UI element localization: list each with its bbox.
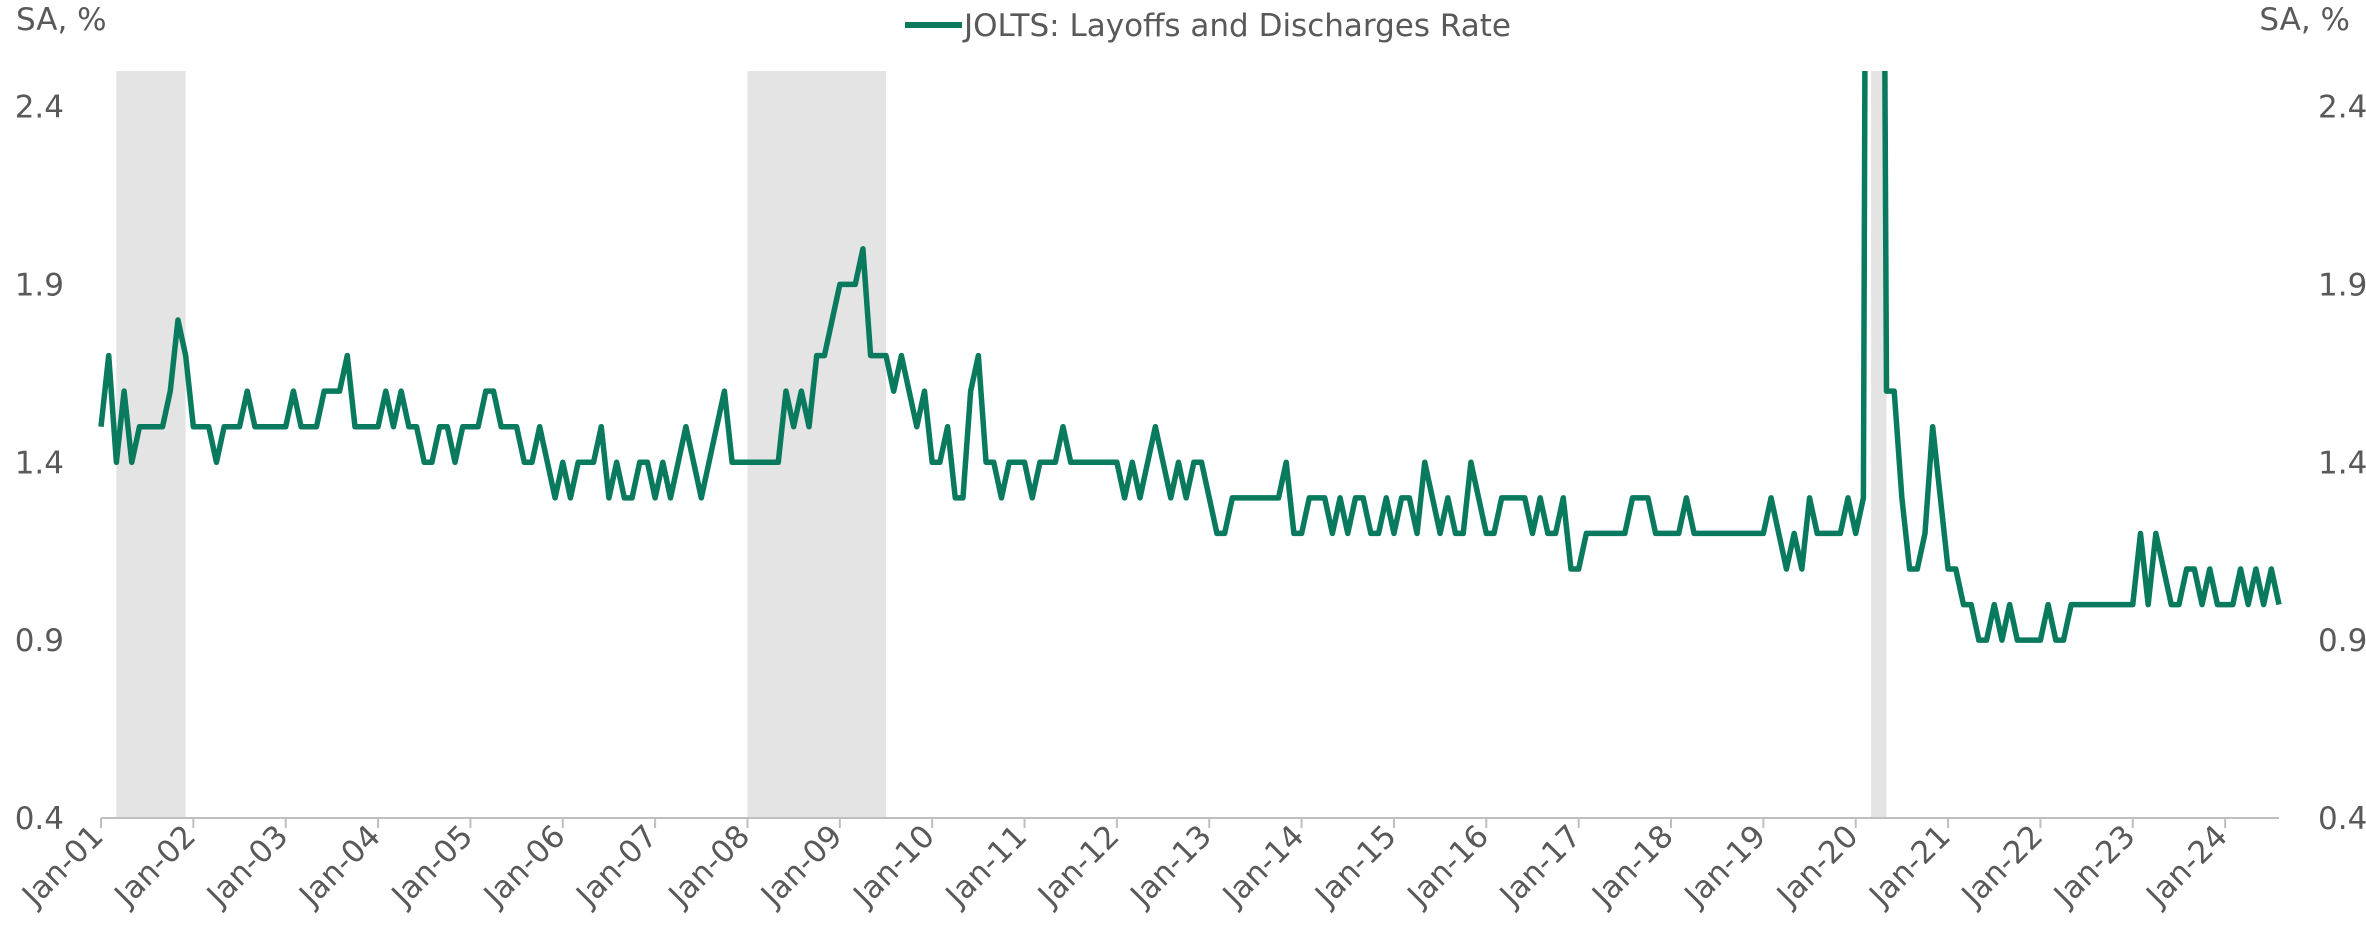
x-tick-label: Jan-08 — [661, 818, 757, 914]
y-tick-label: 0.9 — [15, 623, 64, 659]
x-tick-label: Jan-15 — [1307, 818, 1403, 914]
legend-label: JOLTS: Layoffs and Discharges Rate — [962, 8, 1511, 44]
x-tick-label: Jan-05 — [384, 818, 480, 914]
x-tick-label: Jan-11 — [938, 818, 1034, 914]
shaded-period — [116, 71, 186, 818]
x-tick-label: Jan-19 — [1677, 818, 1773, 914]
plot-area — [98, 71, 2282, 643]
x-tick-label: Jan-14 — [1215, 818, 1311, 914]
y2-tick-label: 1.9 — [2318, 267, 2366, 303]
x-tick-label: Jan-06 — [476, 818, 572, 914]
x-tick-label: Jan-04 — [291, 818, 387, 914]
x-tick-label: Jan-03 — [199, 818, 295, 914]
y-tick-label: 1.4 — [15, 445, 64, 481]
x-tick-label: Jan-18 — [1584, 818, 1680, 914]
y-axis-label: SA, % — [16, 2, 107, 38]
y2-tick-label: 1.4 — [2318, 445, 2366, 481]
x-tick-label: Jan-10 — [845, 818, 941, 914]
y2-tick-label: 0.9 — [2318, 623, 2366, 659]
x-tick-label: Jan-02 — [107, 818, 203, 914]
y2-tick-label: 0.4 — [2318, 801, 2366, 837]
x-tick-label: Jan-20 — [1769, 818, 1865, 914]
x-tick-label: Jan-09 — [753, 818, 849, 914]
x-tick-label: Jan-12 — [1030, 818, 1126, 914]
y2-axis-label: SA, % — [2259, 2, 2350, 38]
x-tick-label: Jan-22 — [1954, 818, 2050, 914]
shaded-period — [747, 71, 887, 818]
y-tick-label: 0.4 — [15, 801, 64, 837]
x-tick-label: Jan-24 — [2138, 818, 2234, 914]
x-tick-label: Jan-17 — [1492, 818, 1588, 914]
x-tick-label: Jan-16 — [1399, 818, 1495, 914]
y-tick-label: 1.9 — [15, 267, 64, 303]
y2-tick-label: 2.4 — [2318, 90, 2366, 126]
x-tick-label: Jan-23 — [2046, 818, 2142, 914]
shaded-period — [1871, 71, 1887, 818]
series-line — [98, 71, 2282, 643]
x-tick-label: Jan-07 — [568, 818, 664, 914]
x-tick-label: Jan-21 — [1861, 818, 1957, 914]
y-tick-label: 2.4 — [15, 90, 64, 126]
x-tick-label: Jan-13 — [1122, 818, 1218, 914]
